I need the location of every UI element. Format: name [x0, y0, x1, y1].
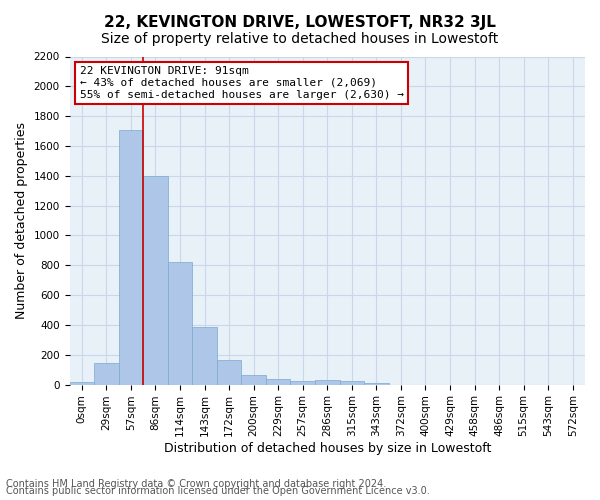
Text: Size of property relative to detached houses in Lowestoft: Size of property relative to detached ho…	[101, 32, 499, 46]
Bar	[119, 130, 143, 384]
Bar	[168, 262, 192, 384]
Text: Contains public sector information licensed under the Open Government Licence v3: Contains public sector information licen…	[6, 486, 430, 496]
Bar	[340, 381, 364, 384]
Bar	[143, 176, 168, 384]
Text: 22, KEVINGTON DRIVE, LOWESTOFT, NR32 3JL: 22, KEVINGTON DRIVE, LOWESTOFT, NR32 3JL	[104, 15, 496, 30]
Bar	[217, 360, 241, 384]
Bar	[315, 380, 340, 384]
Bar	[70, 382, 94, 384]
Y-axis label: Number of detached properties: Number of detached properties	[15, 122, 28, 319]
Bar	[266, 378, 290, 384]
X-axis label: Distribution of detached houses by size in Lowestoft: Distribution of detached houses by size …	[164, 442, 491, 455]
Text: Contains HM Land Registry data © Crown copyright and database right 2024.: Contains HM Land Registry data © Crown c…	[6, 479, 386, 489]
Bar	[364, 383, 389, 384]
Bar	[94, 363, 119, 384]
Bar	[241, 375, 266, 384]
Bar	[290, 381, 315, 384]
Text: 22 KEVINGTON DRIVE: 91sqm
← 43% of detached houses are smaller (2,069)
55% of se: 22 KEVINGTON DRIVE: 91sqm ← 43% of detac…	[80, 66, 404, 100]
Bar	[192, 327, 217, 384]
